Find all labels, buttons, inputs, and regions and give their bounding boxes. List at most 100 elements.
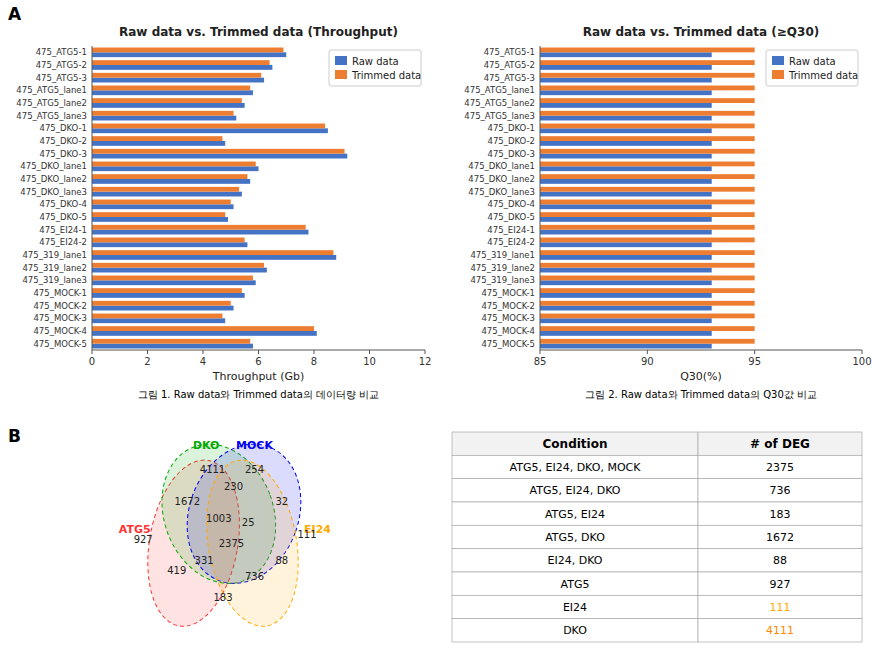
bar [540,238,755,243]
table-cell [698,479,862,502]
bar [92,179,250,184]
bar [540,141,712,146]
bar [540,212,755,217]
table-cell [698,432,862,455]
table-cell [698,572,862,595]
venn-count: 25 [242,517,255,528]
table-value: 1672 [766,531,794,544]
bar [92,136,222,141]
x-tick [754,350,755,354]
x-axis [540,350,862,351]
table-condition: ATG5, DKO [545,531,605,544]
bar [92,166,259,171]
y-tick-label: 475_MOCK-5 [33,339,87,349]
bar [92,48,283,53]
bar [92,128,328,133]
venn-count: 32 [275,496,288,507]
legend-entry: Raw data [352,56,399,67]
table-cell [452,595,698,618]
legend: Raw dataTrimmed data [329,50,421,86]
caption: 그림 2. Raw data와 Trimmed data의 Q30값 비교 [585,389,817,400]
x-tick [647,350,648,354]
y-tick-label: 475_DKO_lane1 [20,161,87,171]
bar [540,280,712,285]
bar [540,78,712,83]
y-tick-label: 475_MOCK-5 [481,339,535,349]
x-axis-label: Q30(%) [680,370,722,383]
bar [92,162,256,167]
table-cell [698,502,862,525]
bar [540,149,755,154]
bar [92,90,253,95]
panel-label: B [8,426,21,446]
y-tick-label: 475_ATG5-3 [36,73,87,83]
table-cell [452,432,698,455]
bar [92,242,247,247]
table-condition: EI24 [563,601,587,614]
y-tick-label: 475_ATG5-1 [484,47,535,57]
bar [540,301,755,306]
venn-set-label: DKO [193,439,220,452]
panel-label: A [8,4,22,24]
y-tick-label: 475_MOCK-3 [481,313,535,323]
table-cell [698,619,862,642]
y-tick-label: 475_ATG5_lane1 [464,85,535,95]
table-value: 736 [770,484,791,497]
bar [540,255,712,260]
bar [540,73,755,78]
bar [92,103,245,108]
bar-chart: A그림 1. Raw data와 Trimmed data의 데이터량 비교Ra… [8,4,431,400]
legend-entry: Raw data [789,56,836,67]
bar [92,60,270,65]
y-axis [92,46,93,350]
bar [92,306,234,311]
bar [92,174,247,179]
bar [92,268,267,273]
bar [92,187,239,192]
bar [540,344,712,349]
bar [92,124,325,129]
x-tick-label: 100 [852,356,871,367]
x-tick [425,350,426,354]
y-tick-label: 475_MOCK-3 [33,313,87,323]
bar [92,280,256,285]
y-tick-label: 475_MOCK-2 [33,301,87,311]
y-tick-label: 475_319_lane1 [470,250,535,260]
venn-count: 254 [245,464,264,475]
venn-count: 230 [224,481,243,492]
legend-box [329,50,421,86]
bar [540,331,712,336]
x-tick-label: 95 [748,356,761,367]
bar [540,326,755,331]
x-axis [92,350,425,351]
bar [92,149,345,154]
bar [92,255,336,260]
chart-title: Raw data vs. Trimmed data (≥Q30) [583,25,819,39]
bar [540,174,755,179]
bar [92,111,234,116]
bar [540,192,712,197]
x-tick-label: 10 [363,356,376,367]
chart-title: Raw data vs. Trimmed data (Throughput) [119,25,398,39]
bar [92,331,317,336]
y-tick-label: 475_ATG5_lane2 [16,98,87,108]
table-condition: EI24, DKO [548,554,603,567]
x-tick-label: 6 [255,356,261,367]
bar [540,187,755,192]
bar [540,204,712,209]
table-cell [452,479,698,502]
y-tick-label: 475_DKO_lane3 [20,187,87,197]
venn-count: 4111 [200,464,225,475]
y-tick-label: 475_ATG5-1 [36,47,87,57]
table-cell [452,525,698,548]
bar [92,263,264,268]
legend-swatch [772,56,784,65]
y-tick-label: 475_319_lane1 [22,250,87,260]
bars [540,48,755,349]
bar [540,136,755,141]
bar [540,230,712,235]
bar [540,339,755,344]
y-tick-label: 475_DKO_lane1 [468,161,535,171]
bar [92,238,245,243]
legend-entry: Trimmed data [788,70,858,81]
